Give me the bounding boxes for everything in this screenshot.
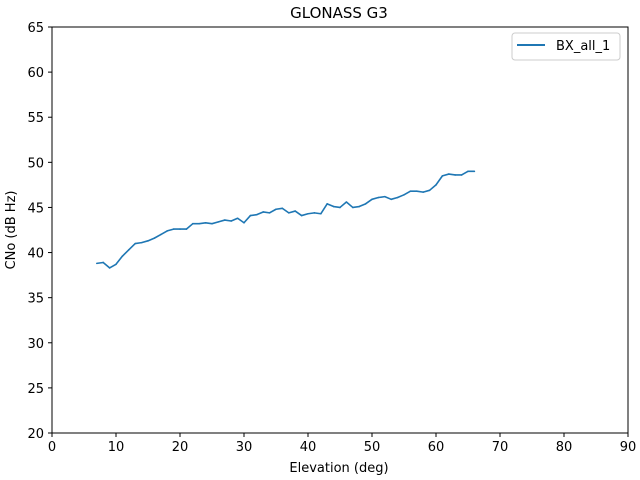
data-point (428, 189, 431, 192)
data-point (153, 237, 156, 239)
data-point (192, 222, 194, 225)
data-point (371, 198, 373, 201)
data-point (326, 203, 329, 205)
legend: BX_all_1 (511, 32, 621, 61)
data-point (147, 240, 149, 242)
data-point (179, 228, 181, 230)
data-point (217, 221, 220, 223)
data-point (236, 217, 239, 220)
data-point (358, 205, 361, 208)
y-tick-label: 30 (27, 337, 44, 352)
data-point (140, 241, 143, 244)
x-tick-label: 60 (428, 440, 445, 455)
data-point (230, 220, 232, 222)
data-point (313, 212, 316, 214)
x-tick-label: 20 (172, 440, 189, 455)
x-tick-label: 40 (300, 440, 317, 455)
x-tick-label: 90 (620, 440, 637, 455)
data-point (249, 214, 252, 217)
data-point (396, 196, 399, 199)
x-axis-ticks: 0 10 20 30 40 50 60 70 80 90 (48, 433, 636, 455)
series-line (96, 170, 475, 269)
data-point (435, 184, 437, 186)
data-point (172, 228, 175, 230)
y-tick-label: 35 (27, 292, 44, 307)
data-point (224, 219, 226, 221)
data-point (467, 170, 469, 173)
y-tick-label: 65 (27, 21, 44, 36)
y-axis-label: CNo (dB Hz) (4, 191, 19, 270)
data-point (390, 198, 393, 201)
data-point (448, 173, 450, 175)
data-point (339, 206, 341, 209)
x-tick-label: 30 (236, 440, 253, 455)
data-point (166, 230, 168, 232)
data-point (473, 170, 476, 173)
data-point (121, 255, 124, 257)
x-axis-label: Elevation (deg) (289, 461, 388, 476)
data-point (409, 190, 412, 192)
data-point (102, 261, 104, 264)
x-tick-label: 80 (556, 440, 573, 455)
data-point (262, 211, 265, 213)
data-point (134, 242, 136, 245)
y-tick-label: 55 (27, 111, 44, 126)
data-point (243, 221, 245, 224)
y-axis-ticks: 20 25 30 35 40 45 50 55 60 65 (27, 21, 52, 442)
data-point (185, 228, 188, 230)
data-point (204, 221, 207, 224)
x-tick-label: 50 (364, 440, 381, 455)
data-point (320, 212, 322, 215)
data-point (403, 194, 405, 196)
y-tick-label: 25 (27, 382, 44, 397)
data-point (345, 201, 348, 203)
data-point (416, 190, 418, 192)
data-point (332, 205, 335, 208)
data-point (307, 212, 309, 215)
chart-title: GLONASS G3 (290, 4, 388, 22)
legend-box (511, 32, 621, 61)
data-point (460, 174, 463, 176)
data-point (268, 212, 271, 214)
data-point (294, 210, 297, 212)
data-point (255, 213, 258, 216)
x-tick-label: 10 (108, 440, 125, 455)
data-point (198, 222, 200, 225)
data-point (454, 174, 457, 176)
x-tick-label: 70 (492, 440, 509, 455)
data-point (288, 212, 290, 214)
data-point (384, 195, 386, 198)
y-tick-label: 20 (27, 427, 44, 442)
data-point (364, 203, 367, 205)
data-point (115, 263, 117, 266)
x-tick-label: 0 (48, 440, 56, 455)
data-point (96, 262, 98, 265)
data-point (441, 175, 444, 177)
data-point (275, 208, 277, 211)
data-point (352, 206, 354, 209)
legend-label: BX_all_1 (556, 39, 610, 54)
data-point (160, 233, 162, 236)
axes-frame (51, 26, 629, 434)
data-point (128, 249, 130, 251)
y-tick-label: 50 (27, 156, 44, 171)
data-point (108, 267, 111, 269)
y-tick-label: 40 (27, 247, 44, 262)
y-tick-label: 45 (27, 201, 44, 216)
data-point (281, 207, 284, 210)
plot-area (96, 170, 476, 269)
y-tick-label: 60 (27, 66, 44, 81)
data-point (377, 196, 380, 199)
data-point (300, 214, 303, 217)
data-point (422, 191, 425, 193)
data-point (211, 222, 213, 225)
